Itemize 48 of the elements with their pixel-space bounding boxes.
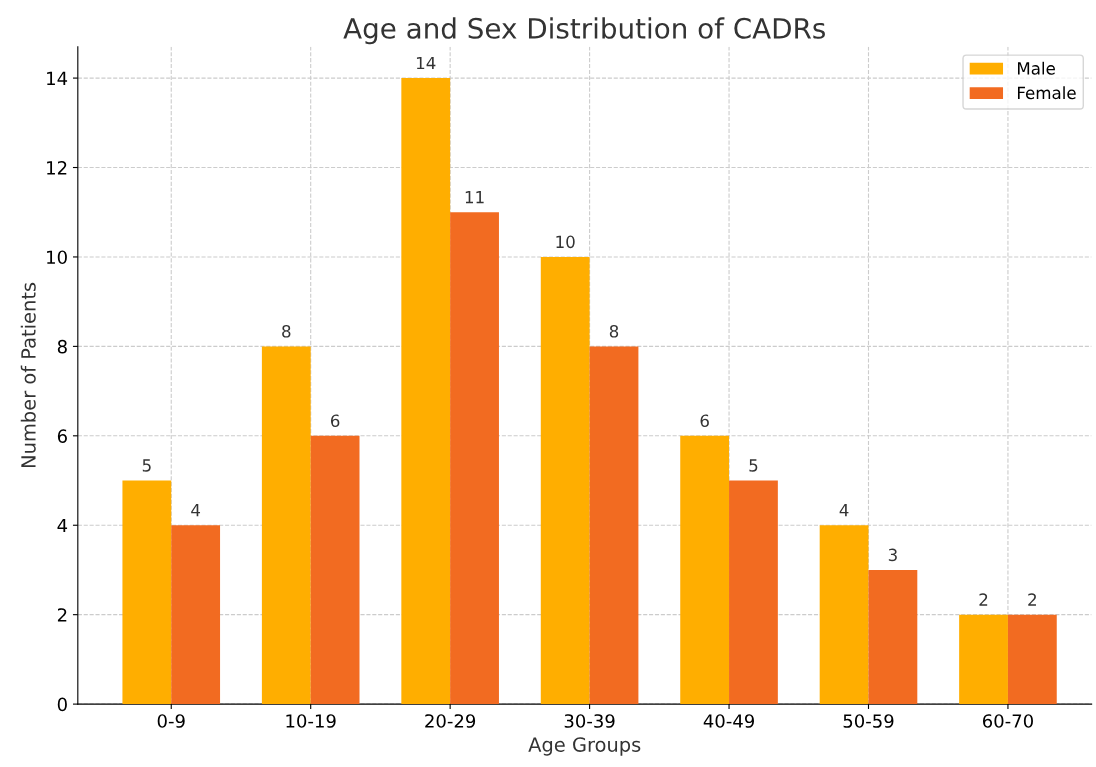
data-label: 11 <box>465 191 484 204</box>
y-tick-label: 12 <box>47 160 67 175</box>
data-label: 5 <box>142 459 151 472</box>
data-label: 14 <box>416 56 436 70</box>
bar <box>1007 614 1057 705</box>
legend-label: Female <box>1017 86 1076 100</box>
bar <box>171 525 221 705</box>
x-tick-label: 60-70 <box>982 714 1033 728</box>
x-axis-title: Age Groups <box>528 737 641 756</box>
data-label: 6 <box>700 414 709 428</box>
bar <box>261 346 311 705</box>
data-label: 2 <box>979 593 988 606</box>
y-tick-label: 14 <box>47 71 68 85</box>
bar <box>450 212 499 705</box>
bar <box>540 256 590 705</box>
bar <box>729 480 778 705</box>
x-tick-label: 20-29 <box>425 714 476 728</box>
data-label: 6 <box>330 414 340 428</box>
y-tick-label: 2 <box>57 608 67 622</box>
y-tick-label: 8 <box>57 339 67 354</box>
bar <box>819 525 869 705</box>
bar <box>401 78 451 705</box>
data-label: 2 <box>1028 593 1036 606</box>
y-tick-label: 4 <box>57 518 68 533</box>
data-label: 10 <box>556 235 575 249</box>
bar <box>868 569 918 705</box>
bar <box>589 346 639 705</box>
x-tick-label: 10-19 <box>286 714 336 728</box>
chart-title: Age and Sex Distribution of CADRs <box>343 17 825 45</box>
data-label: 8 <box>609 324 619 338</box>
bar <box>122 480 172 705</box>
x-tick-label: 50-59 <box>843 714 894 728</box>
bar <box>959 614 1008 705</box>
x-tick-label: 30-39 <box>564 714 615 728</box>
data-label: 5 <box>749 459 758 472</box>
bar <box>680 435 730 705</box>
x-tick-label: 40-49 <box>703 714 755 728</box>
x-tick-label: 0-9 <box>157 714 185 728</box>
y-tick-label: 6 <box>57 429 67 443</box>
data-label: 3 <box>888 548 897 562</box>
y-axis-title: Number of Patients <box>20 282 36 468</box>
legend-label: Male <box>1017 61 1055 75</box>
bar <box>310 435 360 705</box>
data-label: 4 <box>839 504 849 517</box>
y-tick-label: 0 <box>57 697 67 712</box>
data-label: 8 <box>282 324 291 338</box>
data-label: 4 <box>191 504 201 517</box>
y-tick-label: 10 <box>47 250 67 265</box>
